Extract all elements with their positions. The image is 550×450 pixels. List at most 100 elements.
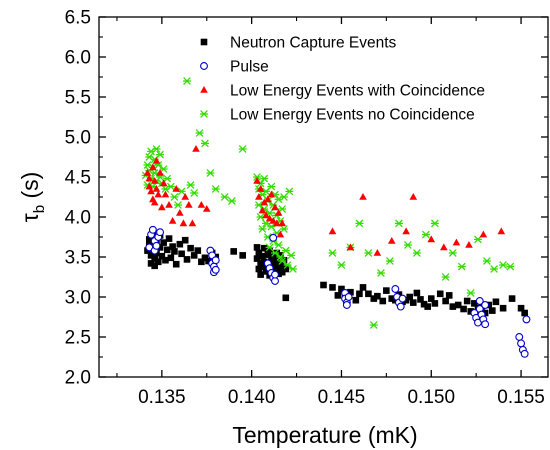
low-energy-coincidence-point [147,187,155,195]
low-energy-no-coincidence-point [152,145,161,153]
low-energy-coincidence-point [154,190,163,198]
low-energy-coincidence-point [269,217,278,224]
low-energy-coincidence-point [161,190,170,198]
tick-labels: 2.0 2.5 3.0 3.5 4.0 4.5 5.0 5.5 6.0 6.5 0.135 0.140… [65,8,545,409]
neutron-capture-point [160,239,167,246]
low-energy-no-coincidence-point [355,219,364,228]
low-energy-coincidence-point [152,157,161,164]
low-energy-no-coincidence-point [238,145,247,153]
neutron-capture-point [413,289,421,297]
neutron-capture-point [230,248,237,255]
low-energy-no-coincidence-point [276,253,285,261]
low-energy-no-coincidence-point [285,187,294,196]
pulse-point [344,293,353,301]
low-energy-coincidence-point [278,219,286,227]
pulse-point [481,320,490,329]
legend-neutron-capture-marker [200,38,208,46]
low-energy-no-coincidence-point [267,222,276,231]
pulse-point [398,294,407,303]
neutron-capture-point [268,257,275,265]
low-energy-coincidence-point [256,185,265,192]
neutron-capture-point [162,256,169,264]
neutron-capture-point [420,300,428,308]
low-energy-coincidence-point [440,243,448,251]
neutron-capture-point [334,292,342,299]
low-energy-coincidence-point [202,205,211,212]
neutron-capture-point [158,252,166,260]
neutron-capture-point [262,268,270,275]
legend: Neutron Capture Events Pulse Low Energy Ev… [200,35,485,124]
neutron-capture-point [151,262,158,270]
low-energy-no-coincidence-point [421,230,430,239]
neutron-capture-point [257,271,264,278]
low-energy-coincidence-point [328,227,337,235]
low-energy-no-coincidence-point [220,193,229,201]
pulse-point [475,297,484,305]
neutron-capture-point [442,297,449,305]
pulse-point [481,301,490,309]
low-energy-coincidence-point [479,230,488,238]
neutron-capture-point [347,288,354,296]
pulse-point [515,333,524,341]
neutron-capture-point [255,265,263,273]
y-tick-label: 5.5 [65,88,91,109]
low-energy-no-coincidence-point [499,261,508,269]
low-energy-no-coincidence-point [364,249,373,257]
low-energy-coincidence-point [387,237,396,244]
neutron-capture-point [370,295,378,302]
low-energy-coincidence-point [465,241,473,248]
low-energy-coincidence-point [265,214,274,222]
low-energy-no-coincidence-point [506,262,515,271]
neutron-capture-point [436,290,444,298]
low-energy-no-coincidence-point [186,181,195,189]
low-energy-no-coincidence-point [159,165,168,173]
low-energy-no-coincidence-point [430,219,439,228]
neutron-capture-point [521,309,528,317]
low-energy-no-coincidence-point [466,289,475,297]
low-energy-no-coincidence-point [337,261,346,269]
neutron-capture-point [277,264,284,272]
low-energy-no-coincidence-point [278,257,287,265]
low-energy-coincidence-point [150,177,159,184]
neutron-capture-point [338,285,345,293]
neutron-capture-point [154,258,162,266]
neutron-capture-point [172,260,180,268]
low-energy-coincidence-point [274,209,283,216]
neutron-capture-point [379,297,387,305]
low-energy-coincidence-point [192,145,200,152]
neutron-capture-point [424,303,431,310]
neutron-capture-point [165,235,173,242]
low-energy-no-coincidence-point [170,193,179,201]
neutron-capture-point [431,300,439,307]
neutron-capture-point [187,244,194,252]
low-energy-no-coincidence-point [166,182,175,191]
neutron-capture-point [255,249,263,257]
low-energy-no-coincidence-point [279,225,288,233]
low-energy-coincidence-point [179,219,188,227]
y-tick-label: 6.0 [65,48,91,69]
neutron-capture-point [163,246,171,254]
low-energy-coincidence-point [346,243,355,251]
low-energy-no-coincidence-point [278,205,287,213]
legend-pulse-marker [200,62,208,70]
neutron-capture-point [492,298,500,306]
low-energy-coincidence-point [197,201,206,208]
low-energy-coincidence-point [158,203,166,211]
pulse-point [520,349,529,358]
neutron-capture-point [352,296,360,304]
low-energy-no-coincidence-point [403,241,412,249]
legend-low-energy-coincidence-marker [200,86,208,93]
x-tick-label: 0.150 [407,387,455,408]
low-energy-no-coincidence-point [457,262,466,271]
low-energy-no-coincidence-point [195,129,204,137]
neutron-capture-point [169,243,176,250]
neutron-capture-point [471,300,478,307]
neutron-capture-point [178,250,185,258]
low-energy-coincidence-point [427,235,436,243]
low-energy-no-coincidence-point [394,219,403,228]
low-energy-no-coincidence-point [412,249,421,257]
low-energy-coincidence-point [258,206,267,214]
low-energy-no-coincidence-point [200,139,209,148]
low-energy-coincidence-point [273,219,281,227]
